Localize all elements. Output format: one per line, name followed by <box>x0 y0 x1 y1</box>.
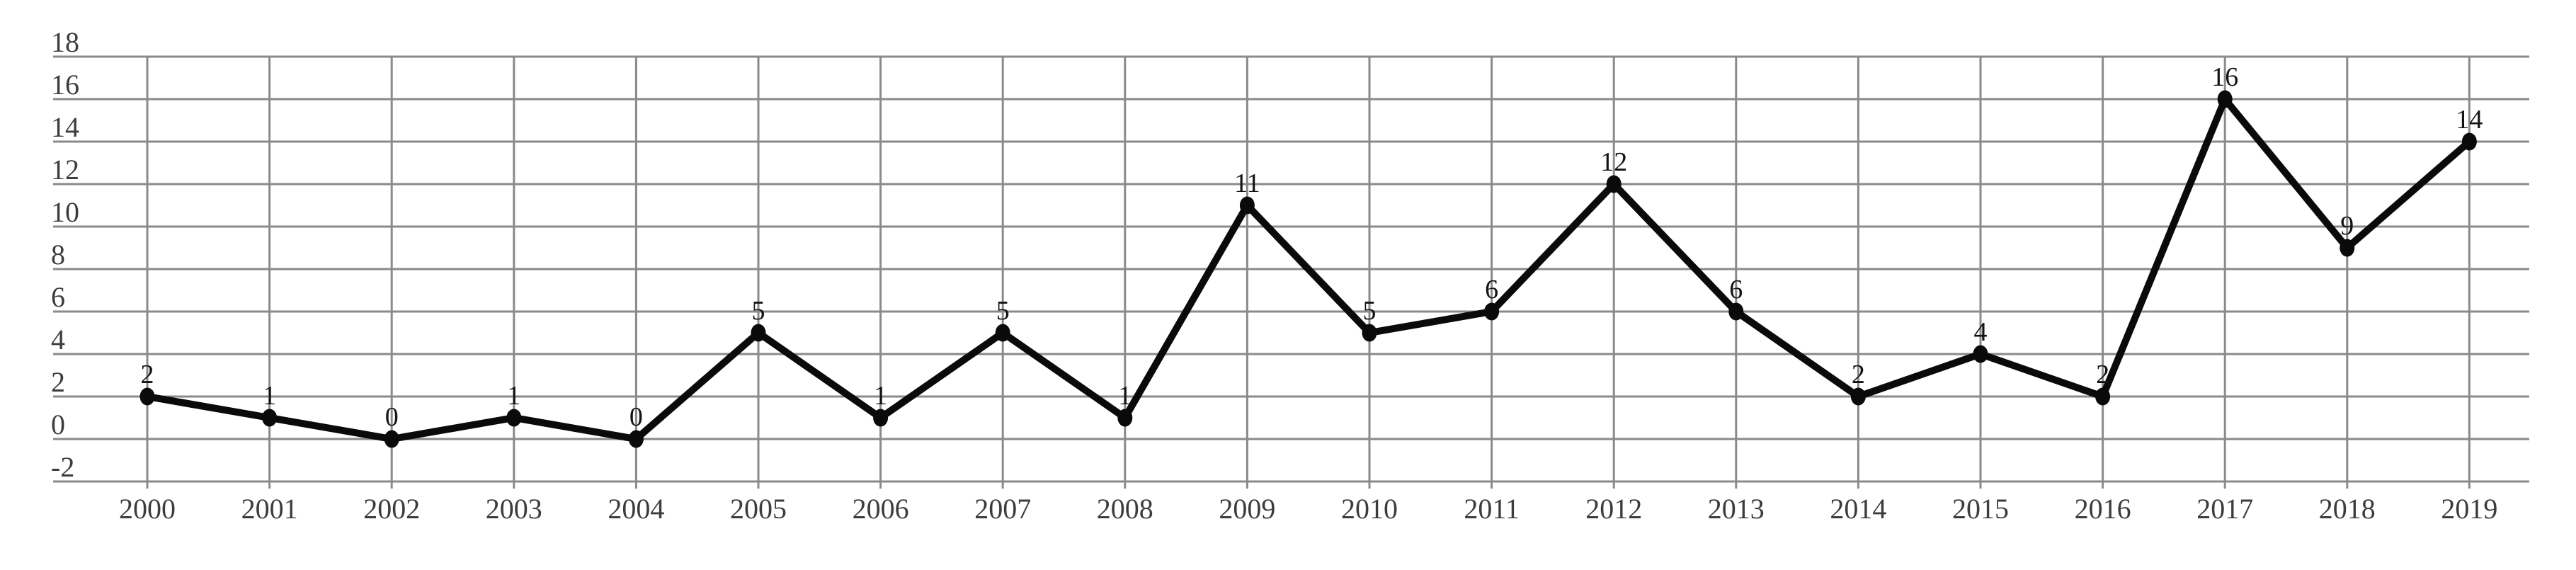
data-point-marker <box>262 409 278 427</box>
x-tick-label: 2015 <box>1952 493 2009 525</box>
y-tick-label: 0 <box>51 409 65 440</box>
data-point-label: 1 <box>263 381 276 411</box>
data-point-marker <box>1117 409 1133 427</box>
data-point-label: 1 <box>1118 381 1132 411</box>
data-point-marker <box>1606 175 1622 193</box>
data-point-label: 12 <box>1600 147 1627 177</box>
data-point-label: 2 <box>141 360 154 389</box>
data-point-label: 1 <box>507 381 520 411</box>
x-tick-label: 2001 <box>241 493 298 525</box>
x-tick-label: 2010 <box>1341 493 1398 525</box>
data-point-label: 6 <box>1729 275 1743 304</box>
data-line <box>144 96 2473 443</box>
y-tick-label: 8 <box>51 239 65 270</box>
data-point-label: 1 <box>874 381 887 411</box>
x-tick-label: 2002 <box>363 493 420 525</box>
x-tick-label: 2009 <box>1219 493 1275 525</box>
x-tick-label: 2003 <box>486 493 542 525</box>
data-point-marker <box>751 324 766 342</box>
data-point-marker <box>1973 345 1988 363</box>
x-tick-label: 2004 <box>608 493 664 525</box>
data-point-label: 6 <box>1485 275 1498 304</box>
x-tick-label: 2005 <box>730 493 787 525</box>
data-point-label: 0 <box>385 402 399 432</box>
data-point-label: 2 <box>2096 360 2109 389</box>
data-point-marker <box>2095 387 2111 406</box>
data-point-label: 2 <box>1852 360 1865 389</box>
x-tick-label: 2008 <box>1097 493 1153 525</box>
y-tick-label: 10 <box>51 196 79 228</box>
data-point-marker <box>1728 302 1744 321</box>
data-point-label: 5 <box>1363 296 1377 326</box>
y-tick-label: -2 <box>51 451 74 483</box>
y-tick-label: 14 <box>51 111 79 143</box>
x-tick-label: 2013 <box>1708 493 1765 525</box>
y-tick-label: 6 <box>51 281 65 313</box>
data-point-marker <box>628 430 644 448</box>
x-tick-label: 2000 <box>119 493 176 525</box>
data-point-marker <box>2217 90 2233 108</box>
data-point-label: 5 <box>752 296 765 326</box>
data-point-label: 4 <box>1974 317 1988 347</box>
data-point-label: 11 <box>1234 169 1260 198</box>
y-tick-label: 2 <box>51 366 65 398</box>
data-point-marker <box>1362 324 1377 342</box>
x-tick-label: 2007 <box>974 493 1031 525</box>
y-tick-label: 4 <box>51 324 65 355</box>
y-tick-label: 18 <box>51 26 79 58</box>
data-point-label: 16 <box>2211 62 2238 92</box>
x-tick-label: 2014 <box>1830 493 1886 525</box>
data-point-marker <box>1850 387 1866 406</box>
data-point-marker <box>873 409 889 427</box>
data-point-label: 14 <box>2456 105 2483 135</box>
y-tick-label: 16 <box>51 69 79 101</box>
x-tick-label: 2012 <box>1585 493 1642 525</box>
data-point-marker <box>1239 196 1255 215</box>
x-tick-label: 2006 <box>853 493 909 525</box>
data-point-marker <box>2340 239 2355 257</box>
x-tick-label: 2017 <box>2196 493 2253 525</box>
x-tick-label: 2016 <box>2075 493 2131 525</box>
y-tick-label: 12 <box>51 154 79 186</box>
data-point-marker <box>1484 302 1500 321</box>
x-tick-label: 2011 <box>1464 493 1520 525</box>
data-point-marker <box>506 409 522 427</box>
data-point-marker <box>384 430 399 448</box>
data-point-marker <box>2461 132 2477 151</box>
data-point-label: 0 <box>629 402 643 432</box>
x-tick-label: 2019 <box>2441 493 2497 525</box>
data-point-marker <box>139 387 155 406</box>
x-tick-label: 2018 <box>2319 493 2376 525</box>
data-point-label: 9 <box>2340 211 2354 241</box>
data-point-marker <box>995 324 1010 342</box>
data-point-label: 5 <box>996 296 1010 326</box>
